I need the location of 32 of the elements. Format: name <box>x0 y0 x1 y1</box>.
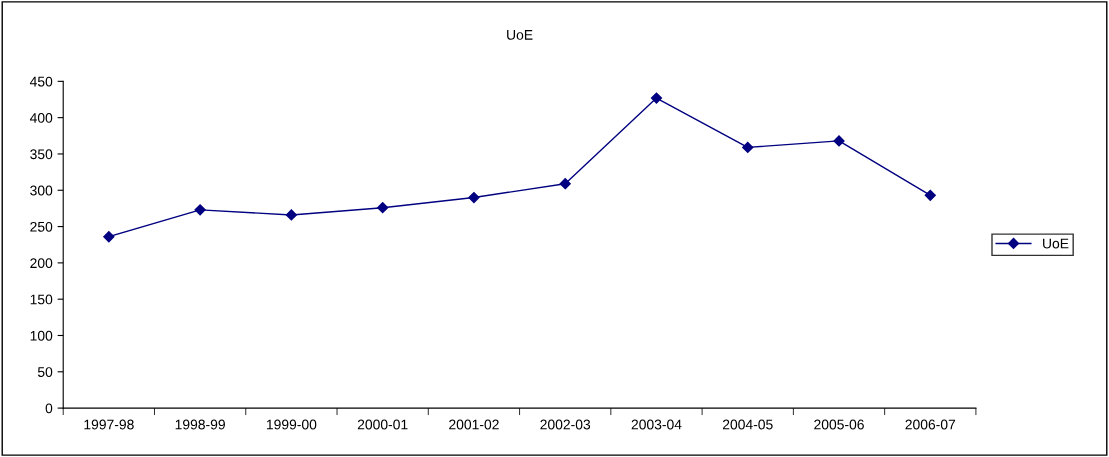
point <box>650 92 663 104</box>
x-tick-label: 1999-00 <box>266 419 317 430</box>
y-tick-label: 150 <box>30 294 53 305</box>
point <box>377 202 389 214</box>
y-tick-label: 300 <box>30 185 53 196</box>
chart-title: UoE <box>507 30 533 40</box>
point <box>833 135 845 147</box>
x-tick-label: 1998-99 <box>175 419 225 430</box>
point <box>103 231 115 243</box>
x-tick-label: 2005-06 <box>814 419 864 430</box>
legend-label: UoE <box>1043 238 1069 249</box>
x-tick-label: 2000-01 <box>357 419 408 430</box>
x-tick-label: 2002-03 <box>540 419 591 430</box>
point <box>285 209 297 221</box>
x-tick-label: 2003-04 <box>631 419 682 430</box>
y-tick-label: 450 <box>29 76 53 87</box>
point <box>924 189 936 201</box>
point <box>194 204 206 216</box>
x-tick-label: 1997-98 <box>84 419 134 430</box>
point <box>742 141 754 154</box>
point <box>468 191 480 204</box>
y-tick-label: 400 <box>29 112 53 123</box>
y-tick-label: 250 <box>30 221 53 232</box>
x-tick-label: 2006-07 <box>905 419 956 430</box>
y-tick-label: 350 <box>30 149 53 160</box>
y-tick-label: 100 <box>30 330 53 341</box>
y-tick-label: 0 <box>45 403 53 414</box>
y-tick-label: 50 <box>37 367 53 377</box>
y-tick-label: 200 <box>30 258 53 269</box>
x-tick-label: 2004-05 <box>722 419 773 430</box>
x-tick-label: 2001-02 <box>449 419 499 430</box>
point <box>559 178 571 190</box>
